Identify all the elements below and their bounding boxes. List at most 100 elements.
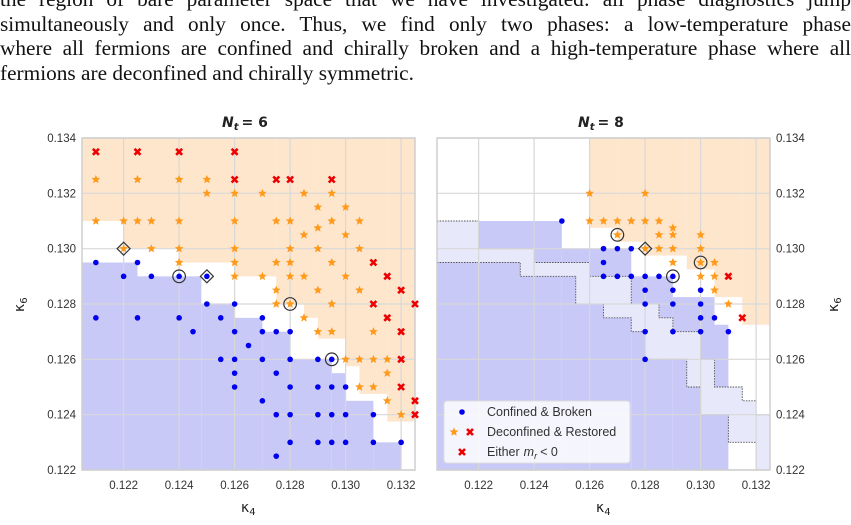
deconfined-point bbox=[133, 216, 142, 225]
paragraph-line: where all fermions are confined and chir… bbox=[0, 36, 851, 60]
deconfined-point bbox=[355, 285, 364, 294]
either-point bbox=[133, 147, 142, 156]
confined-point bbox=[398, 439, 404, 446]
x-tick-label: 0.130 bbox=[686, 480, 715, 492]
deconfined-point bbox=[230, 257, 239, 267]
panel-title-nt6: Nt = 6 bbox=[222, 115, 268, 133]
confined-point bbox=[642, 328, 648, 335]
deconfined-point bbox=[613, 230, 622, 239]
deconfined-point bbox=[313, 285, 323, 294]
legend-label-confined: Confined & Broken bbox=[487, 405, 592, 419]
deconfined-point bbox=[640, 244, 650, 253]
deconfined-point bbox=[341, 271, 350, 281]
x-tick-label: 0.124 bbox=[165, 480, 194, 492]
highlight-circle bbox=[283, 297, 298, 311]
confined-point bbox=[342, 411, 349, 418]
y-axis-label-right: κ6 bbox=[826, 297, 844, 312]
uncertainty-band bbox=[700, 359, 715, 415]
confined-point bbox=[711, 315, 718, 321]
confined-point bbox=[190, 328, 196, 335]
confined-region bbox=[201, 304, 235, 470]
confined-point bbox=[670, 273, 676, 280]
deconfined-point bbox=[271, 216, 281, 225]
paragraph-line: the region of bare parameter space that … bbox=[0, 0, 851, 12]
deconfined-point bbox=[382, 396, 392, 405]
either-point bbox=[327, 175, 336, 184]
legend-label-either: Either mr < 0 bbox=[487, 445, 558, 461]
deconfined-point bbox=[369, 327, 378, 336]
confined-point bbox=[273, 453, 280, 459]
deconfined-point bbox=[696, 244, 705, 253]
deconfined-region bbox=[317, 138, 346, 339]
deconfined-point bbox=[668, 257, 678, 267]
uncertainty-band bbox=[672, 331, 688, 360]
uncertainty-band bbox=[534, 262, 549, 277]
confined-point bbox=[600, 273, 607, 280]
confined-point bbox=[231, 301, 238, 307]
highlight-diamond bbox=[116, 241, 131, 257]
y-tick-label: 0.122 bbox=[776, 465, 805, 477]
either-point bbox=[286, 175, 295, 184]
deconfined-point bbox=[696, 271, 705, 281]
confined-point bbox=[370, 439, 377, 446]
confined-point bbox=[342, 439, 349, 446]
confined-point bbox=[217, 315, 224, 321]
uncertainty-band bbox=[645, 304, 660, 360]
deconfined-point bbox=[341, 354, 350, 364]
deconfined-point bbox=[119, 216, 128, 225]
confined-point bbox=[134, 315, 141, 321]
confined-point bbox=[459, 409, 465, 415]
x-tick-label: 0.128 bbox=[631, 480, 660, 492]
deconfined-point bbox=[382, 354, 392, 364]
deconfined-point bbox=[285, 271, 295, 281]
band-lower-boundary bbox=[437, 262, 770, 471]
either-point bbox=[397, 383, 406, 391]
confined-point bbox=[217, 356, 224, 363]
x-tick-label: 0.126 bbox=[220, 480, 249, 492]
x-tick-label: 0.126 bbox=[575, 480, 604, 492]
paragraph-line: simultaneously and only once. Thus, we f… bbox=[0, 11, 851, 36]
x-tick-label: 0.122 bbox=[109, 480, 138, 492]
deconfined-point bbox=[724, 299, 733, 308]
confined-region bbox=[234, 317, 263, 470]
either-point bbox=[397, 327, 406, 336]
deconfined-point bbox=[285, 257, 295, 267]
deconfined-point bbox=[258, 271, 267, 281]
uncertainty-band bbox=[756, 414, 771, 470]
confined-point bbox=[614, 273, 621, 280]
deconfined-point bbox=[271, 257, 281, 267]
y-tick-label: 0.130 bbox=[47, 244, 76, 256]
deconfined-point bbox=[230, 188, 239, 198]
deconfined-point bbox=[285, 244, 295, 253]
deconfined-region bbox=[617, 138, 646, 242]
confined-region bbox=[373, 442, 402, 470]
confined-point bbox=[93, 315, 99, 321]
deconfined-point bbox=[654, 244, 664, 253]
confined-point bbox=[120, 273, 127, 280]
deconfined-point bbox=[341, 202, 350, 211]
either-point bbox=[411, 300, 419, 308]
deconfined-point bbox=[147, 216, 156, 225]
uncertainty-band bbox=[520, 248, 535, 277]
confined-point bbox=[231, 356, 238, 363]
confined-point bbox=[315, 411, 321, 418]
highlight-circle bbox=[693, 255, 708, 270]
confined-point bbox=[697, 315, 704, 321]
confined-point bbox=[315, 356, 321, 363]
deconfined-point bbox=[654, 230, 664, 239]
highlight-circle bbox=[610, 227, 625, 242]
confined-point bbox=[259, 315, 266, 321]
deconfined-point bbox=[327, 299, 337, 308]
legend-box bbox=[443, 400, 631, 464]
deconfined-point bbox=[696, 257, 705, 267]
confined-point bbox=[628, 273, 635, 280]
y-tick-label: 0.122 bbox=[47, 465, 76, 477]
deconfined-region bbox=[645, 138, 687, 256]
confined-point bbox=[370, 411, 377, 418]
confined-point bbox=[614, 245, 621, 252]
confined-point bbox=[134, 259, 141, 266]
band-upper-boundary bbox=[437, 220, 770, 416]
deconfined-region bbox=[179, 138, 235, 263]
uncertainty-band bbox=[548, 262, 563, 277]
y-tick-label: 0.134 bbox=[776, 133, 805, 145]
